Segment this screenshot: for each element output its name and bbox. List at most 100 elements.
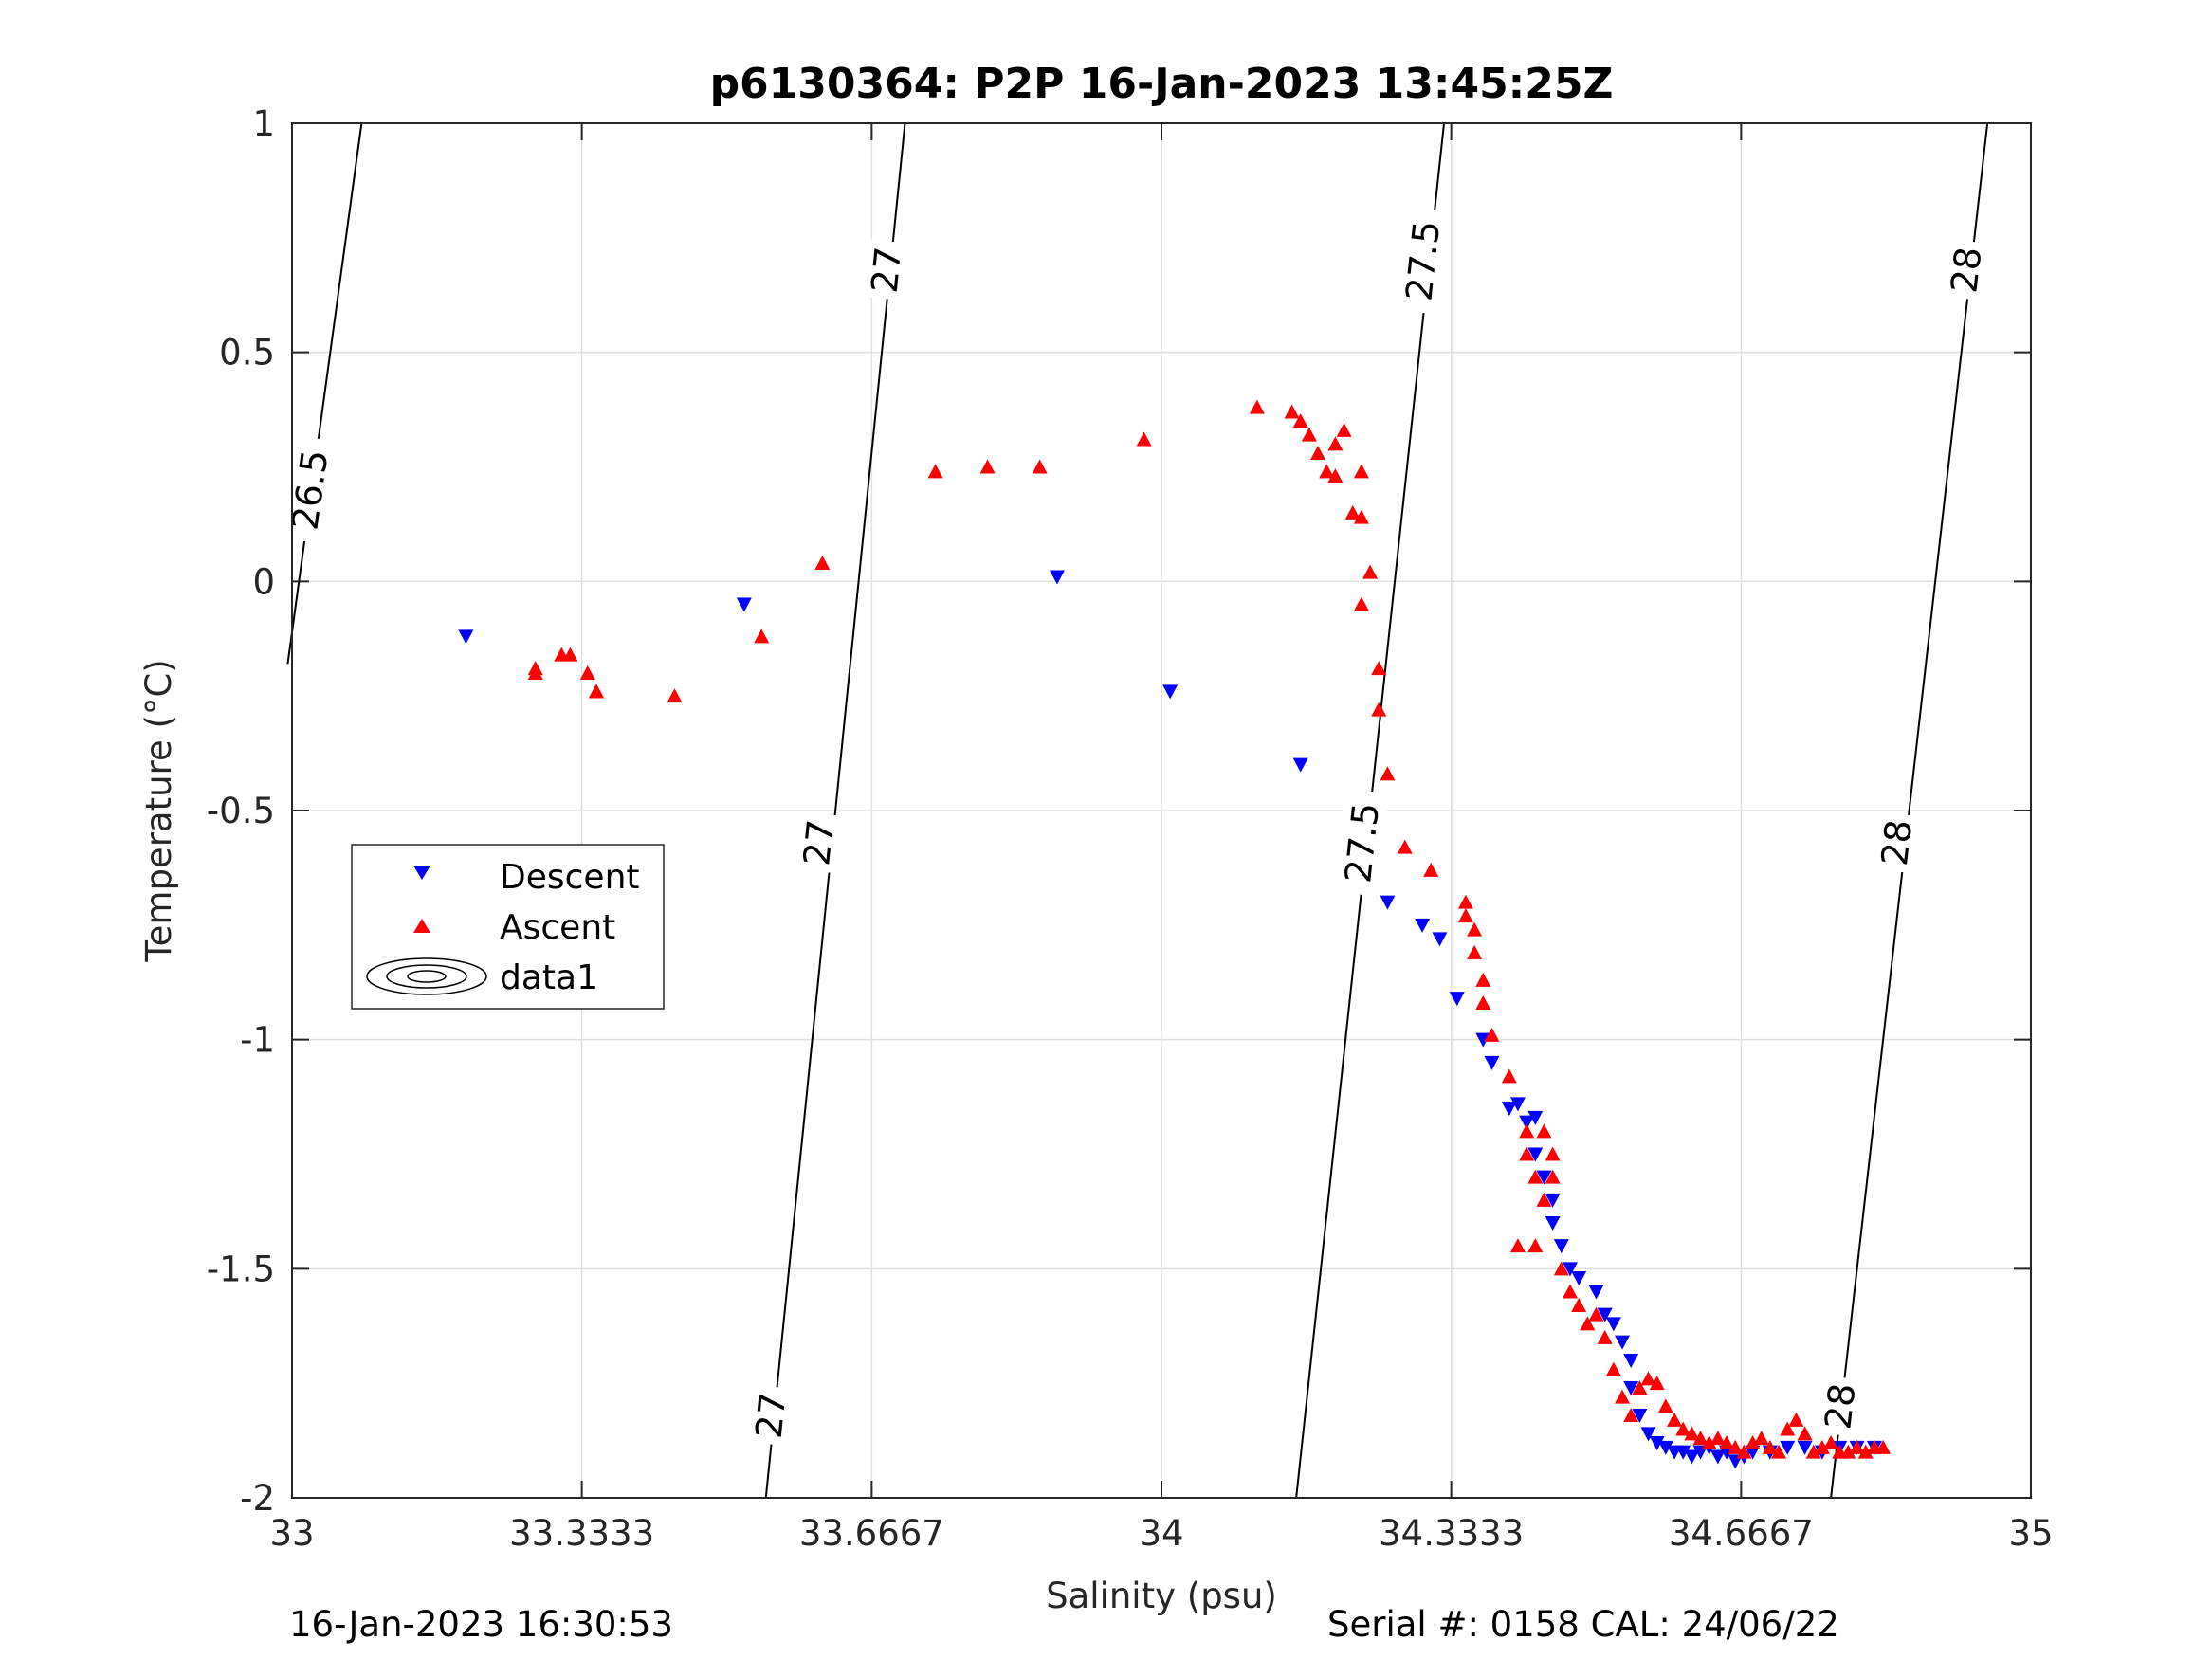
contour-label: 27 xyxy=(860,239,911,301)
ascent-point xyxy=(1362,564,1379,579)
descent-point xyxy=(1415,918,1431,933)
descent-point xyxy=(1588,1285,1604,1300)
ascent-point xyxy=(1249,399,1265,414)
ascent-point xyxy=(1849,1439,1865,1454)
descent-point xyxy=(1527,1147,1544,1162)
ascent-point xyxy=(1580,1316,1596,1331)
legend-descent-marker xyxy=(413,866,430,880)
contour-label: 27.5 xyxy=(1394,207,1451,315)
ascent-point xyxy=(1536,1123,1552,1139)
ascent-point xyxy=(1823,1435,1839,1449)
descent-point xyxy=(1571,1271,1587,1285)
ascent-point xyxy=(1527,1169,1544,1184)
ascent-point xyxy=(1371,661,1387,676)
svg-text:28: 28 xyxy=(1943,245,1989,295)
ascent-point xyxy=(1319,464,1335,479)
ascent-point xyxy=(1753,1431,1769,1446)
contour-label: 28 xyxy=(1940,238,1992,301)
ascent-point xyxy=(1519,1146,1535,1161)
ascent-point xyxy=(1475,972,1491,987)
ascent-point xyxy=(1597,1329,1613,1344)
ascent-point xyxy=(1649,1376,1665,1391)
contour-line-28 xyxy=(1830,122,1989,1499)
y-axis-label: Temperature (°C) xyxy=(138,659,179,962)
ascent-point xyxy=(1736,1444,1752,1459)
svg-text:28: 28 xyxy=(1874,817,1920,867)
descent-point xyxy=(1780,1440,1796,1455)
ascent-point xyxy=(527,661,543,676)
ascent-point xyxy=(1814,1439,1830,1454)
svg-text:27.5: 27.5 xyxy=(1337,800,1387,884)
svg-text:28: 28 xyxy=(1817,1381,1863,1431)
y-tick-label: -0.5 xyxy=(207,791,275,831)
chart-title: p6130364: P2P 16-Jan-2023 13:45:25Z xyxy=(710,60,1614,108)
descent-point xyxy=(1623,1381,1639,1395)
descent-point xyxy=(1509,1097,1526,1112)
ascent-point xyxy=(1292,413,1308,428)
axis-ticks: 33 33.3333 33.6667 34 34.3333 34.6667 35 -2 -1.5… xyxy=(207,103,2054,1554)
ascent-point xyxy=(1745,1435,1761,1449)
descent-point xyxy=(1684,1449,1700,1465)
ascent-point xyxy=(1519,1123,1535,1139)
ascent-series xyxy=(527,399,1892,1459)
ascent-point xyxy=(1692,1431,1709,1446)
descent-point xyxy=(1292,757,1308,773)
y-tick-label: -1.5 xyxy=(207,1249,275,1289)
ascent-point xyxy=(1484,1027,1500,1042)
descent-point xyxy=(1632,1409,1648,1423)
ascent-point xyxy=(1657,1398,1673,1413)
ascent-point xyxy=(1805,1444,1821,1459)
svg-text:27: 27 xyxy=(748,1391,795,1441)
ascent-point xyxy=(1475,995,1491,1010)
legend: Descent Ascent data1 xyxy=(351,844,665,1010)
ascent-point xyxy=(1457,894,1473,909)
descent-point xyxy=(1484,1055,1500,1070)
svg-text:27: 27 xyxy=(795,818,842,868)
descent-point xyxy=(1162,684,1179,700)
x-tick-label: 34.3333 xyxy=(1379,1513,1524,1554)
y-tick-label: 0.5 xyxy=(219,333,275,374)
ascent-point xyxy=(1788,1412,1804,1427)
ascent-point xyxy=(1857,1444,1874,1459)
ascent-point xyxy=(1032,459,1048,474)
descent-point xyxy=(1709,1449,1726,1465)
ascent-point xyxy=(1623,1408,1639,1422)
ascent-point xyxy=(562,647,578,662)
y-tick-label: 1 xyxy=(252,103,275,144)
x-tick-label: 33 xyxy=(269,1513,314,1554)
ascent-point xyxy=(1344,504,1361,520)
ascent-point xyxy=(1423,862,1439,877)
ascent-point xyxy=(1545,1169,1561,1184)
descent-point xyxy=(1545,1193,1561,1208)
descent-point xyxy=(1675,1445,1691,1460)
legend-ascent-label: Ascent xyxy=(500,908,615,947)
ascent-point xyxy=(1780,1421,1796,1436)
ascent-point xyxy=(1762,1439,1778,1454)
ascent-point xyxy=(979,459,996,474)
ascent-point xyxy=(1797,1426,1813,1441)
x-tick-label: 34.6667 xyxy=(1669,1513,1814,1554)
descent-point xyxy=(1049,570,1065,585)
ascent-point xyxy=(1371,702,1387,717)
descent-point xyxy=(1519,1115,1535,1130)
descent-point xyxy=(1597,1307,1613,1322)
ascent-point xyxy=(1684,1426,1700,1441)
x-tick-label: 34 xyxy=(1139,1513,1183,1554)
descent-point xyxy=(1605,1317,1621,1332)
descent-point xyxy=(1649,1436,1665,1450)
ascent-point xyxy=(1353,596,1369,611)
ascent-point xyxy=(667,688,683,703)
y-tick-label: 0 xyxy=(252,561,275,602)
ascent-point xyxy=(1728,1439,1744,1454)
contour-line-26.5 xyxy=(286,122,363,665)
contour-label: 27 xyxy=(744,1384,795,1447)
contour-label: 28 xyxy=(1871,811,1922,874)
descent-point xyxy=(1797,1440,1813,1455)
legend-descent-label: Descent xyxy=(500,858,640,897)
ascent-point xyxy=(1632,1380,1648,1395)
ascent-point xyxy=(1327,436,1344,451)
ascent-point xyxy=(1380,766,1396,781)
ascent-point xyxy=(1501,1068,1517,1084)
